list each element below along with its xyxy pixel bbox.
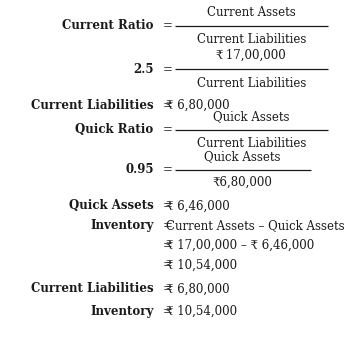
Text: ₹ 6,46,000: ₹ 6,46,000 — [166, 199, 230, 212]
Text: Current Liabilities: Current Liabilities — [31, 282, 154, 295]
Text: Current Assets – Quick Assets: Current Assets – Quick Assets — [166, 219, 344, 232]
Text: ₹ 6,80,000: ₹ 6,80,000 — [166, 282, 229, 295]
Text: Current Ratio: Current Ratio — [62, 19, 154, 33]
Text: =: = — [162, 282, 172, 295]
Text: =: = — [162, 258, 172, 272]
Text: Quick Assets: Quick Assets — [213, 110, 290, 123]
Text: ₹6,80,000: ₹6,80,000 — [213, 176, 273, 189]
Text: Current Assets: Current Assets — [207, 6, 296, 19]
Text: Current Liabilities: Current Liabilities — [196, 76, 306, 90]
Text: 2.5: 2.5 — [133, 63, 154, 76]
Text: Quick Ratio: Quick Ratio — [75, 123, 154, 136]
Text: ₹ 17,00,000: ₹ 17,00,000 — [216, 49, 286, 62]
Text: =: = — [162, 219, 172, 232]
Text: =: = — [162, 123, 172, 136]
Text: Current Liabilities: Current Liabilities — [31, 99, 154, 112]
Text: Current Liabilities: Current Liabilities — [196, 137, 306, 150]
Text: ₹ 6,80,000: ₹ 6,80,000 — [166, 99, 229, 112]
Text: ₹ 10,54,000: ₹ 10,54,000 — [166, 305, 237, 318]
Text: ₹ 17,00,000 – ₹ 6,46,000: ₹ 17,00,000 – ₹ 6,46,000 — [166, 239, 314, 252]
Text: ₹ 10,54,000: ₹ 10,54,000 — [166, 258, 237, 272]
Text: =: = — [162, 63, 172, 76]
Text: =: = — [162, 239, 172, 252]
Text: Inventory: Inventory — [90, 219, 154, 232]
Text: Quick Assets: Quick Assets — [204, 150, 281, 163]
Text: =: = — [162, 163, 172, 176]
Text: Quick Assets: Quick Assets — [69, 199, 154, 212]
Text: Current Liabilities: Current Liabilities — [196, 33, 306, 46]
Text: =: = — [162, 199, 172, 212]
Text: =: = — [162, 19, 172, 33]
Text: 0.95: 0.95 — [125, 163, 154, 176]
Text: =: = — [162, 99, 172, 112]
Text: =: = — [162, 305, 172, 318]
Text: Inventory: Inventory — [90, 305, 154, 318]
